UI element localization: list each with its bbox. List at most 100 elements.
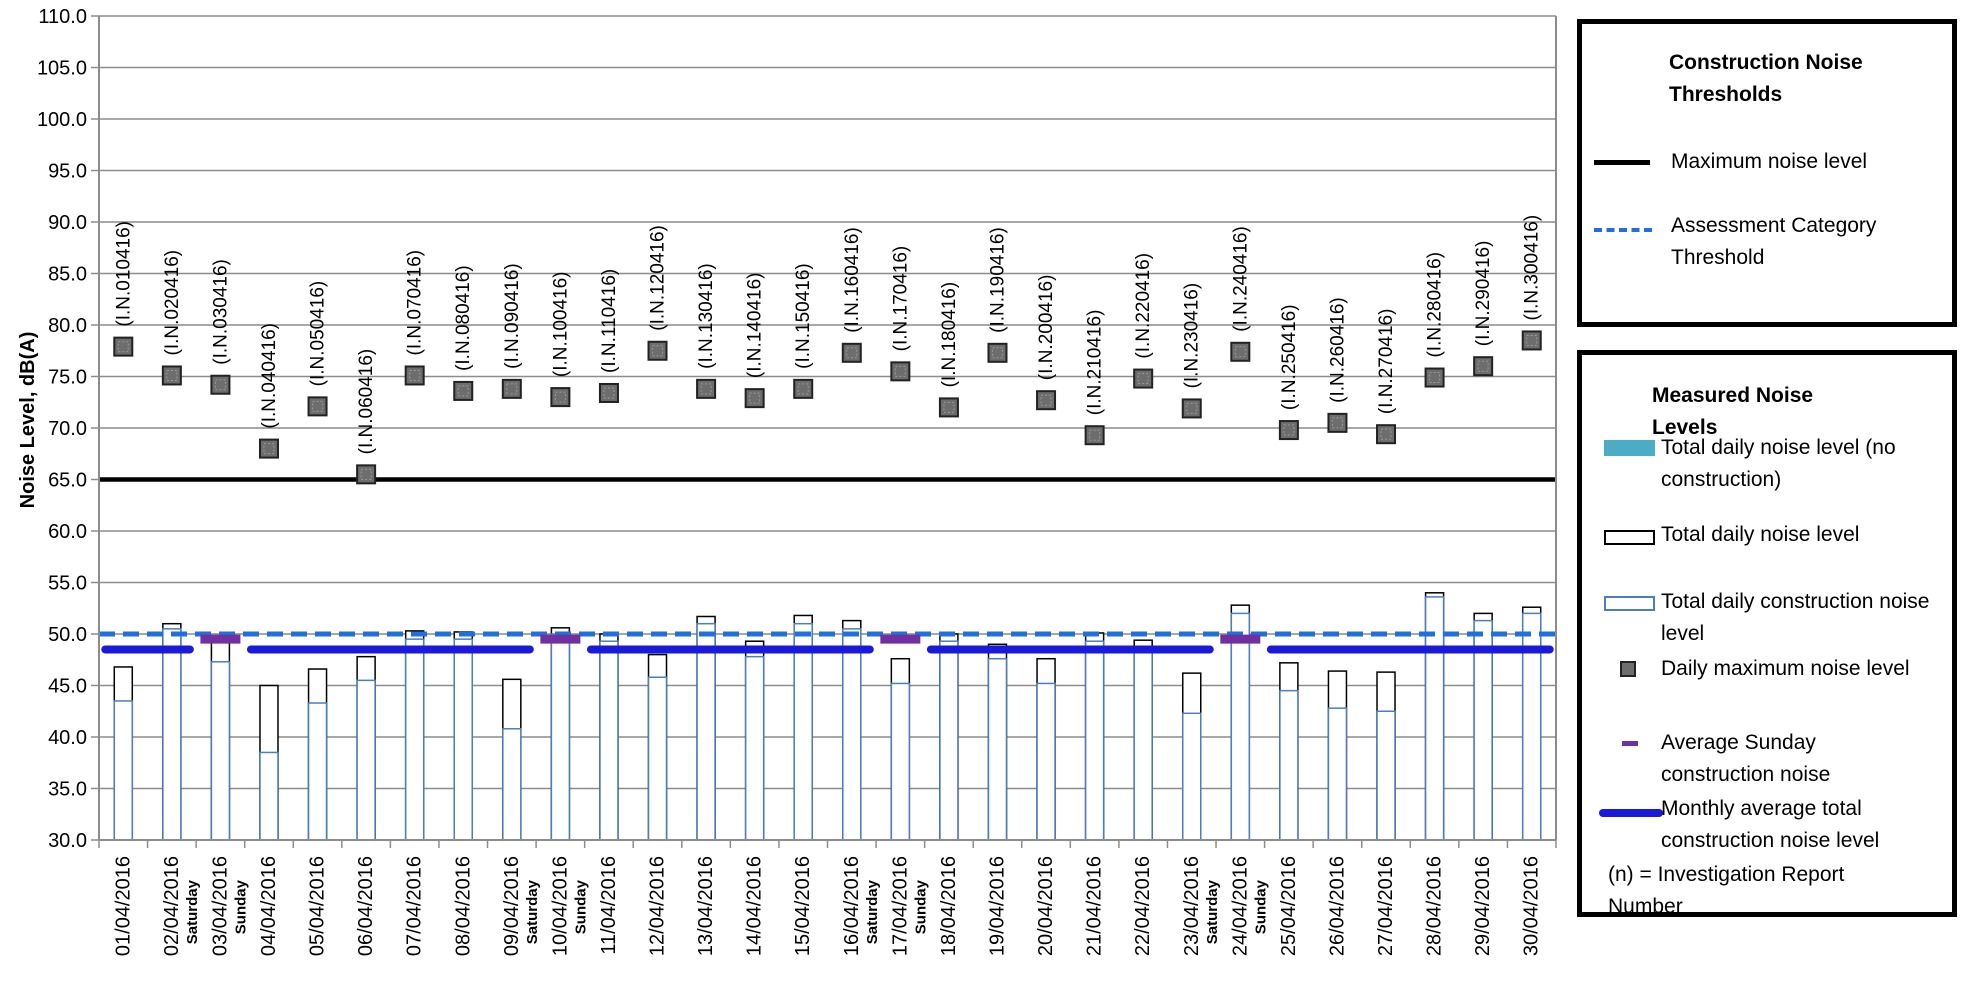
daily-max-marker xyxy=(210,374,231,395)
construction-bar xyxy=(210,661,231,841)
daily-max-marker-pattern xyxy=(846,347,858,359)
daily-max-marker xyxy=(550,387,571,408)
construction-bar xyxy=(356,679,376,841)
daily-max-marker-pattern xyxy=(1380,428,1392,440)
sunday-swatch xyxy=(1622,741,1638,746)
x-tick-label: 09/04/2016 xyxy=(501,856,523,956)
investigation-report-label: (I.N.270416) xyxy=(1376,309,1397,415)
daily-max-marker xyxy=(793,378,814,399)
daily-max-marker-pattern xyxy=(1331,417,1343,429)
daily-max-marker xyxy=(1133,368,1154,389)
y-tick-label: 110.0 xyxy=(38,6,87,28)
x-tick-label: 28/04/2016 xyxy=(1424,856,1446,956)
investigation-report-label: (I.N.290416) xyxy=(1473,241,1494,347)
daily-max-marker xyxy=(1521,330,1542,351)
daily-max-marker xyxy=(356,464,377,485)
construction-bar xyxy=(1182,712,1202,841)
investigation-report-label: (I.N.040416) xyxy=(259,323,280,429)
construction-bar xyxy=(647,676,668,841)
investigation-report-label: (I.N.160416) xyxy=(842,227,863,333)
x-tick-label: 29/04/2016 xyxy=(1472,856,1494,956)
x-axis-ticks: 01/04/2016 02/04/2016 Saturday 03/04/2016 Su… xyxy=(98,840,1557,956)
daily-max-marker-pattern xyxy=(894,365,906,377)
daily-max-marker xyxy=(161,365,182,386)
daily-max-marker xyxy=(307,396,328,417)
daily-max-marker-pattern xyxy=(360,468,372,480)
gridlines xyxy=(99,15,1556,790)
day-note-label: Sunday xyxy=(572,879,589,934)
daily-max-marker xyxy=(696,378,717,399)
x-tick-label: 05/04/2016 xyxy=(307,856,329,956)
day-note-label: Sunday xyxy=(232,879,249,934)
x-tick-label: 18/04/2016 xyxy=(938,856,960,956)
investigation-report-label: (I.N.180416) xyxy=(939,282,960,388)
y-tick-label: 90.0 xyxy=(48,212,87,234)
x-tick-label: 27/04/2016 xyxy=(1375,856,1397,956)
y-tick-label: 60.0 xyxy=(48,521,87,543)
investigation-report-label: (I.N.100416) xyxy=(550,271,571,377)
y-axis-label: Noise Level, dB(A) xyxy=(17,332,39,509)
investigation-report-label: (I.N.150416) xyxy=(793,263,814,369)
construction-bar xyxy=(1376,710,1396,841)
investigation-report-label: (I.N.260416) xyxy=(1327,297,1348,403)
y-tick-label: 80.0 xyxy=(48,315,87,337)
thresholds-legend: Construction Noise Thresholds Maximum no… xyxy=(1577,19,1957,327)
investigation-report-label: (I.N.120416) xyxy=(648,225,669,331)
daily-max-marker xyxy=(1376,424,1397,445)
no-construction-label: Total daily noise level (no construction… xyxy=(1661,436,1896,491)
construction-bar xyxy=(696,622,716,841)
daily-max-label: Daily maximum noise level xyxy=(1661,657,1910,680)
investigation-note: (n) = Investigation Report Number xyxy=(1608,863,1845,918)
investigation-report-label: (I.N.210416) xyxy=(1085,310,1106,416)
construction-swatch xyxy=(1604,596,1655,611)
construction-bar xyxy=(502,728,522,841)
investigation-report-label: (I.N.030416) xyxy=(210,259,231,365)
measured-legend: Measured Noise Levels Total daily noise … xyxy=(1577,350,1957,918)
daily-max-marker xyxy=(744,388,765,409)
investigation-report-label: (I.N.050416) xyxy=(308,281,329,387)
day-note-label: Sunday xyxy=(1252,879,1269,934)
daily-max-marker xyxy=(647,340,668,361)
x-tick-label: 11/04/2016 xyxy=(598,856,620,955)
total-daily-label: Total daily noise level xyxy=(1661,523,1860,546)
construction-bar xyxy=(793,622,813,841)
daily-max-markers xyxy=(113,330,1542,485)
x-tick-label: 21/04/2016 xyxy=(1084,856,1106,956)
daily-max-marker xyxy=(1036,390,1057,411)
daily-max-marker-pattern xyxy=(166,369,178,381)
construction-bar xyxy=(842,628,862,841)
x-tick-label: 22/04/2016 xyxy=(1132,856,1154,956)
total-daily-swatch xyxy=(1604,530,1655,545)
investigation-report-label: (I.N.140416) xyxy=(745,273,766,379)
construction-bar xyxy=(404,638,425,841)
daily-max-marker xyxy=(1181,398,1202,419)
construction-bar xyxy=(259,751,279,841)
daily-max-marker-pattern xyxy=(263,443,275,455)
daily-max-marker-pattern xyxy=(312,400,324,412)
monthly-swatch xyxy=(1599,809,1663,817)
x-tick-label: 04/04/2016 xyxy=(258,856,280,956)
daily-max-marker xyxy=(1473,356,1494,377)
investigation-report-label: (I.N.250416) xyxy=(1279,304,1300,410)
thresholds-legend-title: Construction Noise Thresholds xyxy=(1669,51,1863,106)
investigation-report-label: (I.N.220416) xyxy=(1133,253,1154,359)
daily-max-marker-pattern xyxy=(797,383,809,395)
x-tick-label: 17/04/2016 xyxy=(889,856,911,956)
daily-max-marker-pattern xyxy=(1040,394,1052,406)
investigation-report-label: (I.N.010416) xyxy=(113,221,134,327)
x-tick-label: 26/04/2016 xyxy=(1326,856,1348,956)
y-tick-label: 35.0 xyxy=(48,779,87,801)
daily-max-marker-pattern xyxy=(214,379,226,391)
max-line-swatch xyxy=(1594,160,1650,165)
construction-bar xyxy=(1327,707,1348,841)
investigation-report-label: (I.N.020416) xyxy=(162,250,183,356)
daily-max-marker xyxy=(938,397,959,418)
daily-max-marker xyxy=(1084,425,1105,446)
daily-max-marker xyxy=(1230,341,1251,362)
y-tick-label: 40.0 xyxy=(48,727,87,749)
daily-max-marker-pattern xyxy=(1283,424,1295,436)
daily-max-marker-pattern xyxy=(506,383,518,395)
x-tick-label: 02/04/2016 xyxy=(161,856,183,956)
x-tick-label: 13/04/2016 xyxy=(695,856,717,956)
